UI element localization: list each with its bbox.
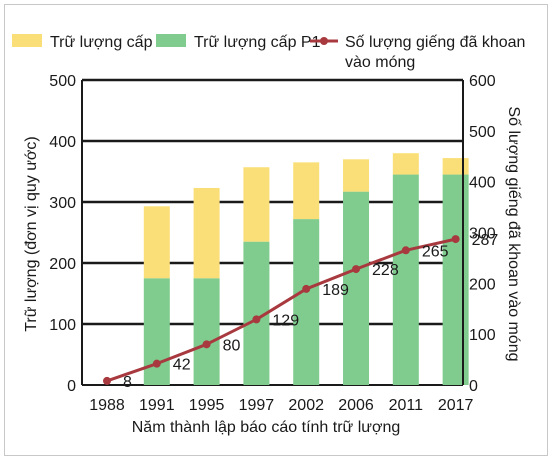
legend-label-line-cont: vào móng [345, 54, 415, 71]
legend-label-p2: Trữ lượng cấp P2 [50, 34, 177, 51]
y-tick-label: 200 [49, 256, 76, 273]
y2-tick-label: 500 [469, 124, 496, 141]
bar-segment [442, 158, 469, 175]
x-tick-label: 2017 [438, 397, 474, 414]
wells-data-label: 265 [422, 243, 449, 260]
x-axis-title: Năm thành lập báo cáo tính trữ lượng [132, 419, 401, 436]
x-tick-label: 1995 [189, 397, 225, 414]
y2-tick-label: 300 [469, 226, 496, 243]
y2-tick-label: 600 [469, 73, 496, 90]
wells-data-label: 287 [472, 232, 499, 249]
y2-tick-label: 200 [469, 276, 496, 293]
wells-point [352, 265, 361, 274]
legend-swatch-p1 [156, 34, 186, 47]
wells-data-label: 80 [223, 337, 241, 354]
legend-swatch-p2 [12, 34, 42, 47]
bar-segment [293, 219, 320, 385]
y2-tick-label: 100 [469, 327, 496, 344]
bar-segment [243, 167, 270, 242]
legend: Trữ lượng cấp P2 Trữ lượng cấp P1 Số lượ… [12, 34, 525, 71]
bar-segment [343, 191, 370, 385]
wells-line-path [106, 237, 456, 383]
bar-segment [442, 174, 469, 385]
wells-point [401, 246, 410, 255]
x-tick-label: 1991 [139, 397, 175, 414]
wells-point [202, 340, 211, 349]
chart-frame [4, 4, 548, 456]
legend-label-p1: Trữ lượng cấp P1 [194, 34, 321, 51]
wells-data-label: 228 [372, 262, 399, 279]
x-tick-label: 2011 [389, 397, 424, 414]
x-tick-label: 2006 [338, 397, 374, 414]
wells-data-label: 129 [272, 312, 299, 329]
y2-axis-title: Số lượng giếng đã khoan vào móng [505, 106, 522, 361]
wells-point [152, 359, 161, 368]
legend-line-marker [320, 37, 328, 45]
y-axis-title: Trữ lượng (đơn vị quy ước) [23, 136, 40, 332]
wells-point [451, 235, 460, 244]
bar-segment [392, 174, 419, 385]
bars [143, 153, 469, 385]
bar-segment [143, 206, 170, 279]
wells-point [103, 376, 111, 385]
y-tick-label: 500 [49, 73, 76, 90]
wells-data-label: 8 [123, 374, 132, 391]
bar-segment [193, 278, 220, 385]
y2-tick-label: 400 [469, 175, 496, 192]
wells-point [302, 284, 311, 293]
y-tick-label: 400 [49, 134, 76, 151]
x-axis-ticks: 1988 1991 1995 1997 2002 2006 2011 2017 [89, 397, 473, 414]
y2-axis-ticks: 0 100 200 300 400 500 600 [469, 73, 496, 395]
y2-tick-label: 0 [469, 378, 478, 395]
bar-segment [392, 153, 419, 175]
x-tick-label: 1988 [89, 397, 125, 414]
wells-data-label: 42 [173, 357, 191, 374]
bar-segment [343, 159, 370, 192]
wells-data-label: 189 [322, 282, 349, 299]
y-tick-label: 100 [49, 317, 76, 334]
bar-segment [143, 278, 170, 385]
wells-line: 8 42 80 129 189 228 265 287 [103, 232, 498, 391]
x-tick-label: 1997 [239, 397, 275, 414]
legend-label-line: Số lượng giếng đã khoan [345, 34, 525, 51]
bar-segment [193, 187, 220, 279]
bar-segment [293, 162, 320, 220]
y-tick-label: 300 [49, 195, 76, 212]
y-tick-label: 0 [67, 378, 76, 395]
wells-point [252, 315, 261, 324]
x-tick-label: 2002 [288, 397, 324, 414]
y-axis-ticks: 0 100 200 300 400 500 [49, 73, 76, 395]
